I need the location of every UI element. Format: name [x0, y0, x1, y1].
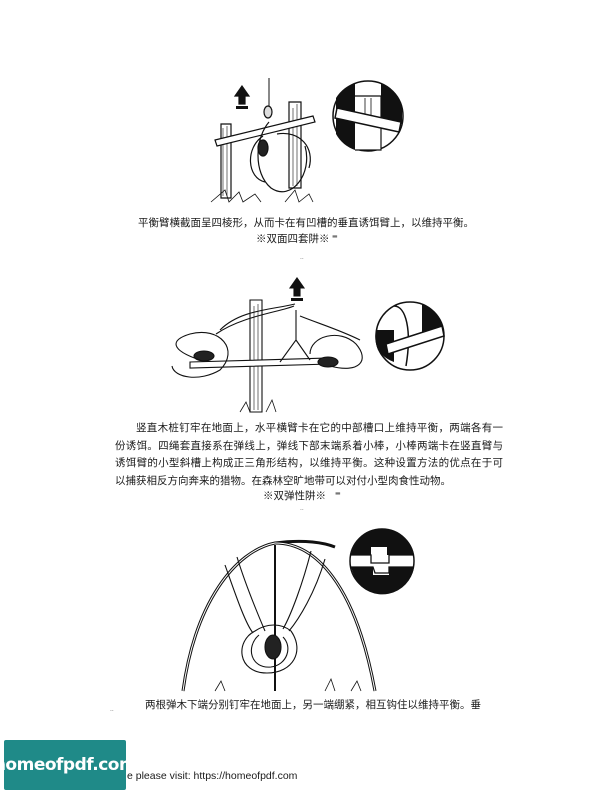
speck: ..	[110, 706, 114, 713]
figure-3-caption: 两根弹木下端分别钉牢在地面上，另一端绷紧，相互钩住以维持平衡。垂	[145, 699, 481, 711]
speck: ..	[300, 254, 304, 261]
detail-inset-circle	[332, 80, 404, 152]
logo-text: homeofpdf.com	[0, 755, 137, 775]
illustration-double-spring-trap	[181, 528, 415, 692]
illustration-double-four-snare-trap	[210, 78, 404, 203]
illustration-balance-arm-snare-trap	[171, 277, 445, 413]
figure-1-caption: 平衡臂横截面呈四棱形，从而卡在有凹槽的垂直诱饵臂上，以维持平衡。	[138, 217, 474, 229]
section-heading-double-four-snare: ※双面四套阱※	[256, 233, 330, 245]
figure-2-description: 竖直木桩钉牢在地面上，水平横臂卡在它的中部槽口上维持平衡，两端各有一份诱饵。四绳…	[115, 422, 503, 487]
up-arrow-icon	[233, 84, 251, 109]
up-arrow-icon	[288, 277, 306, 301]
detail-inset-circle	[375, 301, 445, 371]
speck: ▬	[335, 490, 341, 497]
section-heading-double-spring-trap: ※双弹性阱※	[263, 490, 326, 502]
footer-visit-text: e please visit: https://homeofpdf.com	[127, 770, 298, 782]
speck: ▬	[332, 233, 338, 240]
detail-inset-circle	[349, 528, 415, 595]
speck: ..	[300, 505, 304, 512]
homeofpdf-logo[interactable]: homeofpdf.com	[0, 740, 137, 790]
